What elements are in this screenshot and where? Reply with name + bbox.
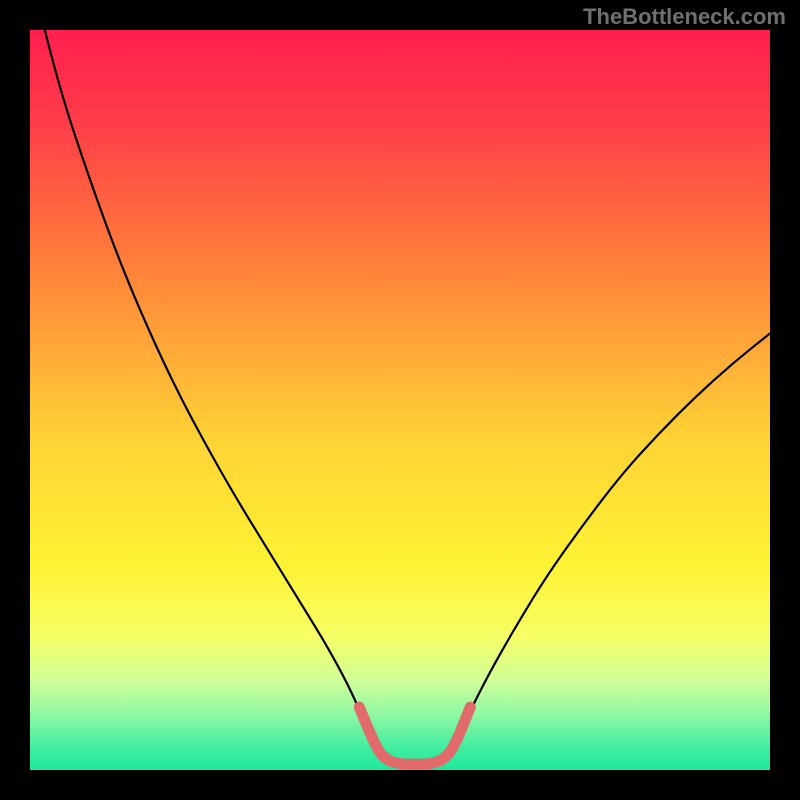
watermark-text: TheBottleneck.com	[583, 4, 786, 30]
chart-svg	[0, 0, 800, 800]
plot-background-gradient	[30, 30, 770, 770]
bottleneck-chart: TheBottleneck.com	[0, 0, 800, 800]
